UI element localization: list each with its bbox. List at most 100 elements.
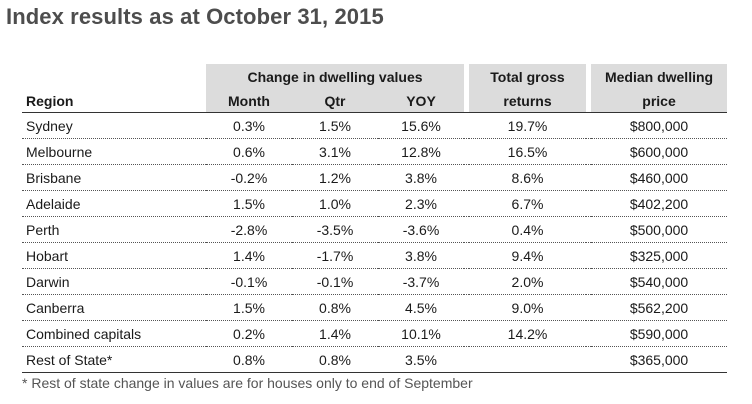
cell-gap — [464, 268, 470, 295]
month-cell: 1.4% — [206, 242, 292, 269]
cell-gap — [586, 242, 592, 269]
cell-gap — [586, 216, 592, 243]
median-header-line2: price — [591, 89, 728, 113]
region-cell: Sydney — [22, 112, 206, 139]
median-cell: $500,000 — [591, 216, 728, 243]
table-row: Perth -2.8% -3.5% -3.6% 0.4% $500,000 — [22, 216, 728, 243]
table-row: Brisbane -0.2% 1.2% 3.8% 8.6% $460,000 — [22, 164, 728, 191]
total-cell: 14.2% — [469, 320, 587, 347]
cell-gap — [464, 294, 470, 321]
table-row: Canberra 1.5% 0.8% 4.5% 9.0% $562,200 — [22, 294, 728, 321]
total-cell: 0.4% — [469, 216, 587, 243]
qtr-header: Qtr — [292, 89, 378, 113]
change-group-header: Change in dwelling values — [206, 64, 465, 89]
region-cell: Rest of State* — [22, 346, 206, 373]
yoy-cell: 3.8% — [378, 164, 465, 191]
region-cell: Darwin — [22, 268, 206, 295]
region-header: Region — [26, 92, 74, 109]
month-header: Month — [206, 89, 292, 113]
month-cell: 0.6% — [206, 138, 292, 165]
table-row: Adelaide 1.5% 1.0% 2.3% 6.7% $402,200 — [22, 190, 728, 217]
table-row: Hobart 1.4% -1.7% 3.8% 9.4% $325,000 — [22, 242, 728, 269]
footnote: * Rest of state change in values are for… — [22, 375, 473, 391]
qtr-cell: 0.8% — [292, 346, 378, 373]
yoy-cell: -3.7% — [378, 268, 465, 295]
region-cell: Perth — [22, 216, 206, 243]
median-cell: $800,000 — [591, 112, 728, 139]
region-cell: Hobart — [22, 242, 206, 269]
cell-gap — [586, 112, 592, 139]
table-row: Melbourne 0.6% 3.1% 12.8% 16.5% $600,000 — [22, 138, 728, 165]
table-row: Darwin -0.1% -0.1% -3.7% 2.0% $540,000 — [22, 268, 728, 295]
yoy-cell: 4.5% — [378, 294, 465, 321]
qtr-cell: 0.8% — [292, 294, 378, 321]
median-cell: $325,000 — [591, 242, 728, 269]
median-cell: $590,000 — [591, 320, 728, 347]
yoy-cell: 10.1% — [378, 320, 465, 347]
region-cell: Canberra — [22, 294, 206, 321]
total-cell: 16.5% — [469, 138, 587, 165]
month-cell: 0.8% — [206, 346, 292, 373]
month-cell: 1.5% — [206, 294, 292, 321]
median-cell: $540,000 — [591, 268, 728, 295]
median-cell: $600,000 — [591, 138, 728, 165]
yoy-cell: 12.8% — [378, 138, 465, 165]
total-cell: 9.0% — [469, 294, 587, 321]
total-header-line2: returns — [469, 89, 587, 113]
page-title: Index results as at October 31, 2015 — [6, 4, 384, 29]
cell-gap — [464, 112, 470, 139]
cell-gap — [464, 164, 470, 191]
total-cell: 8.6% — [469, 164, 587, 191]
yoy-header: YOY — [378, 89, 465, 113]
month-cell: 0.2% — [206, 320, 292, 347]
qtr-cell: 1.2% — [292, 164, 378, 191]
yoy-cell: -3.6% — [378, 216, 465, 243]
qtr-cell: 1.4% — [292, 320, 378, 347]
cell-gap — [586, 138, 592, 165]
cell-gap — [464, 190, 470, 217]
month-cell: 1.5% — [206, 190, 292, 217]
qtr-cell: -1.7% — [292, 242, 378, 269]
table-row: Rest of State* 0.8% 0.8% 3.5% $365,000 — [22, 346, 728, 373]
index-results-table: Change in dwelling values Total gross Me… — [22, 64, 728, 373]
region-cell: Adelaide — [22, 190, 206, 217]
qtr-cell: -3.5% — [292, 216, 378, 243]
cell-gap — [586, 164, 592, 191]
cell-gap — [464, 320, 470, 347]
qtr-cell: 1.5% — [292, 112, 378, 139]
month-cell: -2.8% — [206, 216, 292, 243]
cell-gap — [464, 242, 470, 269]
cell-gap — [464, 138, 470, 165]
median-cell: $365,000 — [591, 346, 728, 373]
cell-gap — [586, 190, 592, 217]
cell-gap — [464, 346, 470, 373]
total-cell: 9.4% — [469, 242, 587, 269]
yoy-cell: 3.5% — [378, 346, 465, 373]
total-header-line1: Total gross — [469, 64, 587, 89]
total-cell: 2.0% — [469, 268, 587, 295]
yoy-cell: 3.8% — [378, 242, 465, 269]
median-cell: $460,000 — [591, 164, 728, 191]
cell-gap — [586, 346, 592, 373]
qtr-cell: -0.1% — [292, 268, 378, 295]
table-row: Sydney 0.3% 1.5% 15.6% 19.7% $800,000 — [22, 112, 728, 139]
month-cell: -0.1% — [206, 268, 292, 295]
month-cell: -0.2% — [206, 164, 292, 191]
region-cell: Combined capitals — [22, 320, 206, 347]
cell-gap — [586, 294, 592, 321]
table-row: Combined capitals 0.2% 1.4% 10.1% 14.2% … — [22, 320, 728, 347]
qtr-cell: 3.1% — [292, 138, 378, 165]
cell-gap — [586, 268, 592, 295]
yoy-cell: 15.6% — [378, 112, 465, 139]
cell-gap — [586, 320, 592, 347]
region-header-spacer — [22, 64, 206, 89]
total-cell — [469, 346, 587, 373]
total-cell: 19.7% — [469, 112, 587, 139]
total-cell: 6.7% — [469, 190, 587, 217]
qtr-cell: 1.0% — [292, 190, 378, 217]
region-cell: Melbourne — [22, 138, 206, 165]
median-cell: $402,200 — [591, 190, 728, 217]
median-header-line1: Median dwelling — [591, 64, 728, 89]
cell-gap — [464, 216, 470, 243]
median-cell: $562,200 — [591, 294, 728, 321]
